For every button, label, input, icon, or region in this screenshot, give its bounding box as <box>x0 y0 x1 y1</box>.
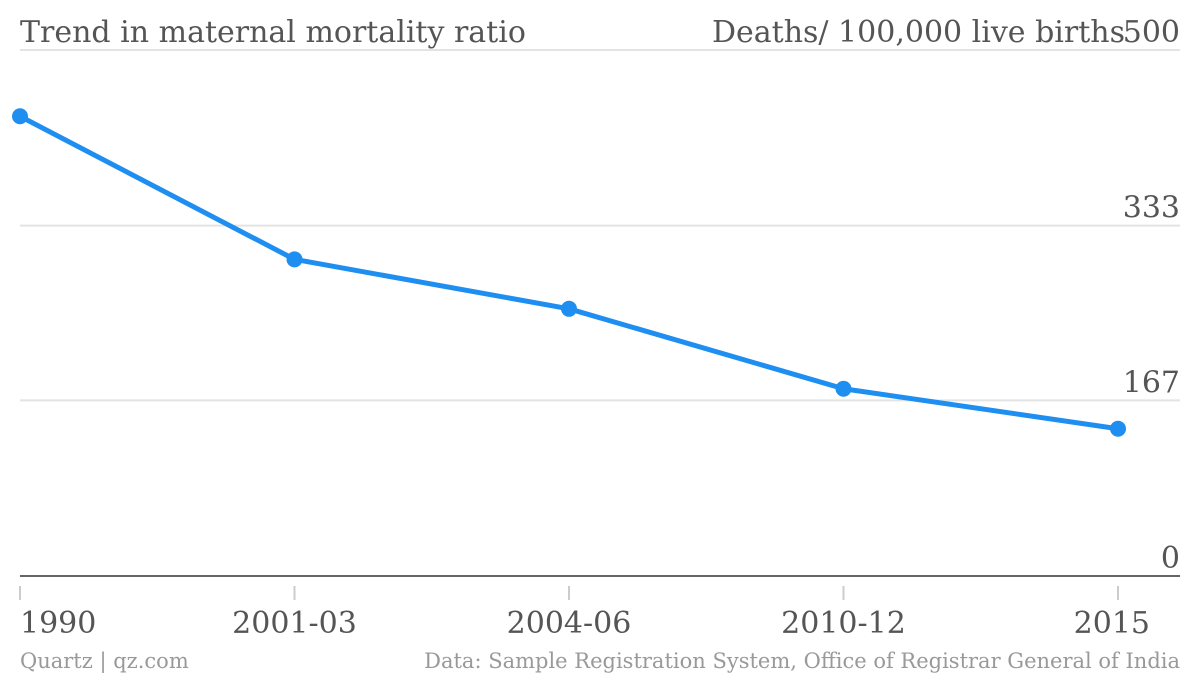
x-tick-label: 2004-06 <box>507 606 632 641</box>
x-tick-label: 2015 <box>1074 606 1150 641</box>
data-point <box>1110 420 1126 437</box>
series <box>12 108 1126 437</box>
data-point <box>12 108 28 125</box>
data-point <box>561 300 577 317</box>
y-tick-label: 500 <box>1123 15 1180 50</box>
y-axis-label: Deaths/ 100,000 live births <box>712 15 1125 50</box>
gridlines <box>20 49 1180 402</box>
y-tick-label: 333 <box>1123 191 1180 226</box>
footer-credit: Quartz | qz.com <box>20 649 189 674</box>
x-tick-label: 1990 <box>20 606 96 641</box>
x-tick-label: 2001-03 <box>232 606 357 641</box>
chart-title: Trend in maternal mortality ratio <box>20 15 526 50</box>
data-point <box>835 380 852 397</box>
y-tick-label: 0 <box>1161 541 1180 576</box>
chart-text: Trend in maternal mortality ratio Deaths… <box>20 15 1180 674</box>
x-axis <box>19 575 1180 600</box>
y-tick-label: 167 <box>1123 365 1180 400</box>
data-point <box>286 251 303 268</box>
footer-source: Data: Sample Registration System, Office… <box>424 649 1180 673</box>
series-line <box>17 113 1121 432</box>
x-tick-label: 2010-12 <box>781 606 906 641</box>
